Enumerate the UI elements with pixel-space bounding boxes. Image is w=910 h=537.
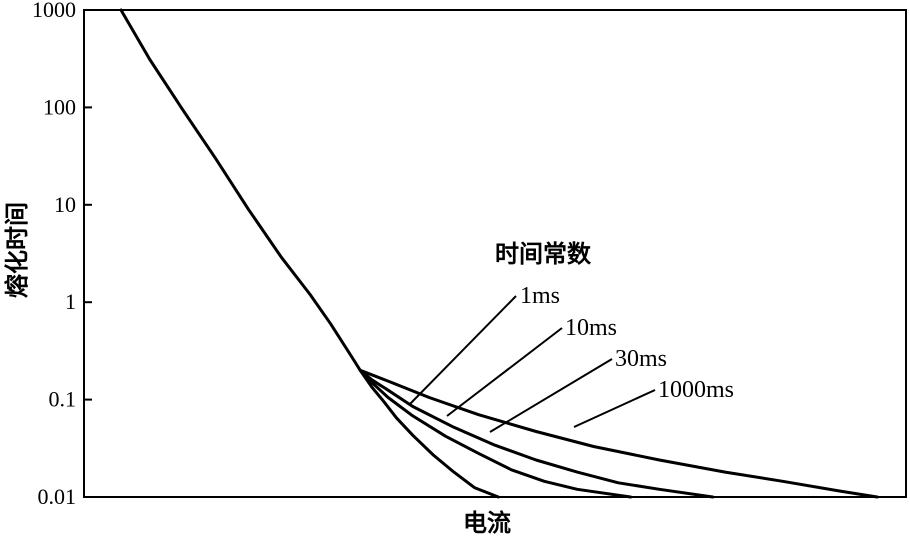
annotation-leader-10ms bbox=[446, 327, 563, 417]
x-axis-label: 电流 bbox=[463, 510, 511, 537]
annotation-label-30ms: 30ms bbox=[615, 346, 667, 372]
annotation-leader-1ms bbox=[408, 295, 517, 406]
common-curve-line bbox=[119, 8, 362, 372]
y-tick-label: 1 bbox=[65, 289, 76, 314]
series-line-1000ms bbox=[358, 368, 879, 499]
y-tick-label: 10 bbox=[54, 192, 76, 217]
annotation-leader-1000ms bbox=[573, 389, 656, 428]
annotation-leader-30ms bbox=[489, 358, 613, 433]
annotation-label-10ms: 10ms bbox=[565, 315, 617, 341]
y-axis-ticks: 1000 100 10 1 0.1 0.01 bbox=[32, 0, 92, 509]
series-line-30ms bbox=[358, 368, 715, 499]
series-line-10ms bbox=[358, 368, 633, 499]
y-tick-label: 0.1 bbox=[49, 387, 77, 412]
y-tick-label: 100 bbox=[43, 94, 76, 119]
y-axis-label: 熔化时间 bbox=[3, 202, 31, 298]
annotation-label-1000ms: 1000ms bbox=[658, 377, 734, 403]
y-tick-label: 1000 bbox=[32, 0, 76, 22]
series-line-1ms bbox=[358, 368, 500, 499]
curves bbox=[119, 8, 879, 499]
annotation-label-1ms: 1ms bbox=[520, 283, 560, 309]
y-tick-label: 0.01 bbox=[38, 484, 77, 509]
legend-title: 时间常数 bbox=[495, 241, 592, 268]
